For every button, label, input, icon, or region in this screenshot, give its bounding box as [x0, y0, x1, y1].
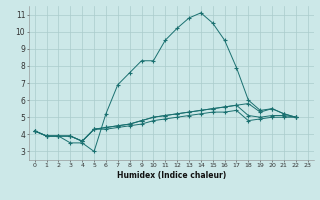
- X-axis label: Humidex (Indice chaleur): Humidex (Indice chaleur): [116, 171, 226, 180]
